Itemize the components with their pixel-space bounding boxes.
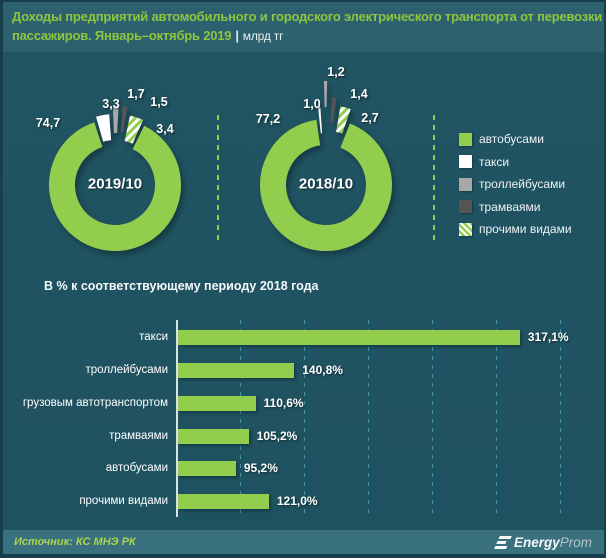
bar-value-label: 121,0%: [276, 494, 318, 509]
page-title-line2-text: пассажиров. Январь–октябрь 2019: [12, 28, 232, 43]
bar-value-label: 95,2%: [243, 461, 278, 476]
energyprom-logo-icon: [494, 535, 512, 549]
logo-text-energy: Energy: [513, 534, 560, 550]
bar-chart: такси 317,1% троллейбусами 140,8% грузовым а…: [0, 318, 606, 518]
donut-period-label-2018: 2018/10: [298, 175, 354, 193]
legend-item-white: такси: [459, 151, 572, 174]
donut-value-label: 77,2: [255, 112, 281, 126]
donut-chart-2019: [49, 106, 181, 251]
donut-value-label: 74,7: [35, 116, 61, 130]
bar-прочими видами: [178, 494, 269, 510]
bar-category-label: грузовым автотранспортом: [22, 396, 168, 409]
energyprom-logo: Energy Prom: [494, 534, 592, 550]
donut-value-label: 2,7: [361, 111, 379, 125]
bar-chart-title: В % к соответствующему периоду 2018 года: [44, 279, 319, 293]
bar-value-label: 110,6%: [263, 395, 304, 410]
donut-value-label: 1,5: [150, 95, 168, 109]
legend-item-darkgray: трамваями: [459, 196, 572, 219]
page-title-line1: Доходы предприятий автомобильного и горо…: [12, 9, 603, 24]
bar-такси: [178, 330, 520, 345]
gridline: [496, 320, 497, 517]
bar-трамваями: [178, 428, 249, 444]
legend-swatch-hatch: [459, 222, 472, 236]
y-axis-line: [176, 320, 178, 517]
page-title-line2: пассажиров. Январь–октябрь 2019 | млрд тг: [12, 26, 594, 46]
dashed-separator-left: [217, 115, 219, 245]
gridline: [560, 320, 561, 517]
donut-value-label: 1,2: [327, 65, 345, 79]
donut-value-label: 1,0: [303, 97, 321, 111]
logo-bar: [498, 535, 512, 539]
legend-swatch-white: [459, 155, 472, 169]
header-band: Доходы предприятий автомобильного и горо…: [0, 0, 606, 52]
bar-category-label: автобусами: [105, 462, 168, 475]
donut-slice-прочими видами: [335, 106, 351, 134]
bar-category-label: прочими видами: [79, 495, 168, 508]
gridline: [240, 320, 241, 517]
bar-троллейбусами: [178, 362, 295, 378]
bar-category-label: троллейбусами: [85, 363, 168, 376]
donut-value-label: 1,4: [350, 87, 368, 101]
donut-slice-такси: [96, 114, 112, 142]
donut-value-label: 1,7: [127, 87, 145, 101]
legend: автобусами такси троллейбусами трамваями про…: [459, 128, 572, 241]
legend-label: троллейбусами: [479, 177, 566, 192]
bar-value-label: 317,1%: [527, 330, 569, 344]
donut-period-label-2019: 2019/10: [87, 175, 143, 193]
donut-chart-2018: [260, 80, 392, 251]
gridline: [432, 320, 433, 517]
unit-label: млрд тг: [242, 29, 284, 43]
donut-slice-автобусами: [260, 119, 392, 251]
source-note: Источник: КС МНЭ РК: [14, 536, 136, 548]
legend-item-green: автобусами: [459, 128, 572, 151]
legend-label: автобусами: [479, 132, 544, 147]
donut-slice-прочими видами: [124, 115, 144, 144]
legend-swatch-gray: [459, 177, 472, 191]
bar-category-label: такси: [139, 331, 168, 343]
legend-swatch-green: [459, 132, 472, 146]
donut-value-label: 3,3: [102, 97, 120, 111]
donut-slice-автобусами: [49, 122, 181, 251]
donut-value-label: 3,4: [156, 122, 174, 136]
bar-value-label: 105,2%: [256, 428, 298, 443]
dashed-separator-right: [433, 115, 435, 245]
logo-text-prom: Prom: [559, 534, 592, 550]
gridline: [304, 320, 305, 517]
gridline: [368, 320, 369, 517]
bar-value-label: 140,8%: [302, 362, 343, 377]
legend-label: трамваями: [479, 199, 541, 214]
bar-category-label: трамваями: [109, 429, 168, 442]
title-separator: |: [235, 28, 239, 43]
logo-bar: [494, 545, 508, 549]
bar-грузовым автотранспортом: [178, 395, 256, 411]
legend-label: такси: [479, 154, 510, 169]
legend-swatch-darkgray: [459, 200, 472, 214]
legend-item-hatch: прочими видами: [459, 218, 572, 241]
bar-автобусами: [178, 461, 236, 477]
logo-bar: [496, 540, 507, 544]
legend-label: прочими видами: [479, 222, 572, 237]
footer-band: Источник: КС МНЭ РК Energy Prom: [0, 530, 606, 554]
legend-item-gray: троллейбусами: [459, 173, 572, 196]
